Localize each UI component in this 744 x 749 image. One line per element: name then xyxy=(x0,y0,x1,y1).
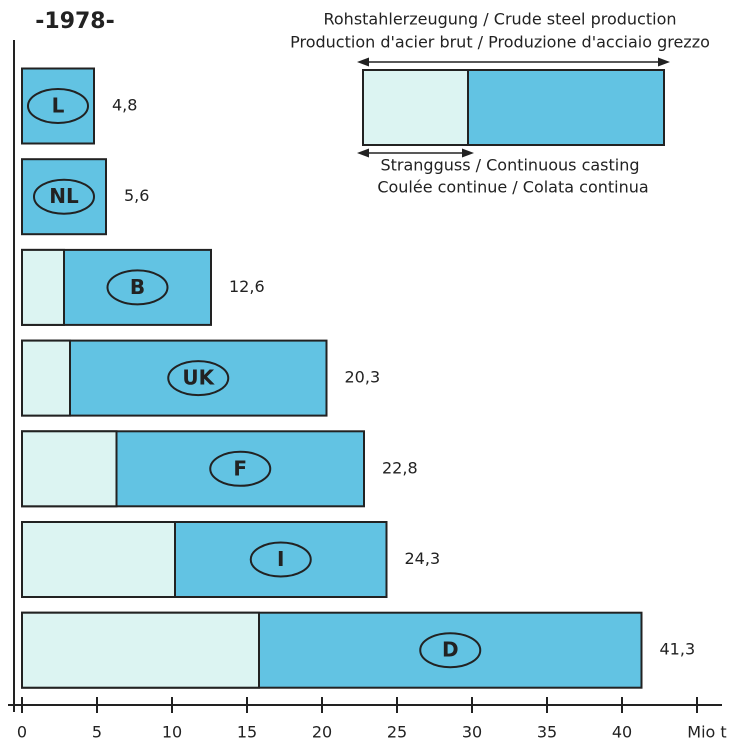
legend-label: Production d'acier brut / Produzione d'a… xyxy=(290,33,710,52)
category-label: F xyxy=(233,456,247,480)
value-label: 4,8 xyxy=(112,96,137,115)
value-label: 20,3 xyxy=(345,368,381,387)
bar xyxy=(21,339,328,417)
category-badge xyxy=(249,541,312,578)
x-tick-label: 40 xyxy=(612,723,632,742)
category-badge xyxy=(106,269,169,306)
x-tick-label: 35 xyxy=(537,723,557,742)
x-tick-label: 10 xyxy=(162,723,182,742)
bar xyxy=(21,158,107,236)
x-tick-label: 25 xyxy=(387,723,407,742)
category-label: I xyxy=(277,547,284,571)
category-badge xyxy=(33,178,95,215)
value-label: 41,3 xyxy=(660,640,696,659)
category-label: B xyxy=(130,275,145,299)
x-tick-label: 15 xyxy=(237,723,257,742)
category-badge xyxy=(27,88,89,124)
bar-segment xyxy=(21,430,118,508)
category-label: D xyxy=(442,638,459,662)
bar xyxy=(21,67,95,145)
category-badge xyxy=(419,632,482,669)
bar-segment xyxy=(21,248,65,326)
bar-segment xyxy=(21,521,176,598)
bar-segment xyxy=(21,611,260,689)
category-label: UK xyxy=(182,366,215,390)
legend: Rohstahlerzeugung / Crude steel producti… xyxy=(290,10,710,197)
legend-label: Rohstahlerzeugung / Crude steel producti… xyxy=(323,10,676,29)
category-badge xyxy=(167,360,230,397)
x-tick-label: 20 xyxy=(312,723,332,742)
bar-segment xyxy=(21,339,71,417)
x-tick-label: Mio t xyxy=(687,723,726,742)
value-label: 22,8 xyxy=(382,458,418,477)
category-label: NL xyxy=(49,184,79,208)
x-tick-label: 0 xyxy=(17,723,27,742)
legend-label: Strangguss / Continuous casting xyxy=(380,156,639,175)
category-label: L xyxy=(52,94,65,118)
x-tick-label: 30 xyxy=(462,723,482,742)
legend-label: Coulée continue / Colata continua xyxy=(377,178,648,197)
legend-swatch xyxy=(362,69,469,146)
value-label: 24,3 xyxy=(405,549,441,568)
category-badge xyxy=(209,450,272,487)
value-label: 12,6 xyxy=(229,277,265,296)
value-label: 5,6 xyxy=(124,186,149,205)
chart-title: -1978- xyxy=(35,9,115,34)
x-tick-label: 5 xyxy=(92,723,102,742)
